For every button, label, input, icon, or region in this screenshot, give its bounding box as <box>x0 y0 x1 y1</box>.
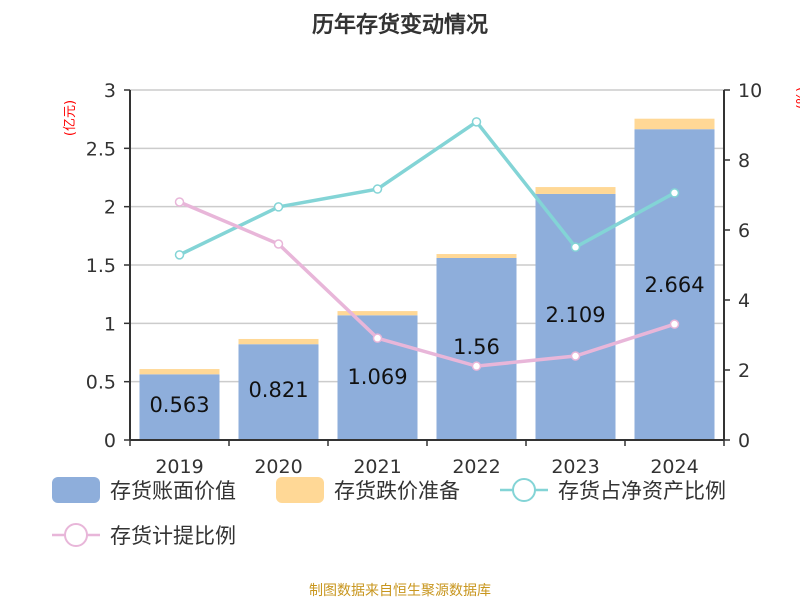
line-point <box>174 197 185 207</box>
line-inventory-to-net-assets <box>178 119 676 257</box>
bar-book-value <box>436 258 517 440</box>
bar-impairment-reserve <box>139 369 220 375</box>
x-tick-label: 2019 <box>155 456 203 478</box>
legend-label: 存货跌价准备 <box>334 479 460 503</box>
right-tick-label: 10 <box>738 80 762 102</box>
bar-data-label: 2.664 <box>644 273 704 297</box>
right-tick-label: 2 <box>738 360 750 382</box>
source-note: 制图数据来自恒生聚源数据库 <box>309 583 491 599</box>
bar-book-value <box>535 193 616 440</box>
bar-impairment-reserve <box>436 254 517 258</box>
legend-swatch <box>52 477 100 503</box>
bar-data-label: 2.109 <box>545 303 605 327</box>
bar-data-label: 1.069 <box>347 365 407 389</box>
line-point <box>471 361 482 371</box>
left-tick-label: 2 <box>104 197 116 219</box>
x-tick-label: 2024 <box>650 456 698 478</box>
bar-data-label: 1.56 <box>453 335 500 359</box>
line-point <box>570 351 581 361</box>
legend-label: 存货占净资产比例 <box>558 479 726 503</box>
bar-impairment-reserve <box>337 311 418 316</box>
bar-data-label: 0.563 <box>149 393 209 417</box>
bar-book-value <box>139 374 220 440</box>
x-tick-label: 2021 <box>353 456 401 478</box>
line-point <box>273 239 284 249</box>
line-point <box>570 242 581 252</box>
right-axis-label: (%) <box>795 87 800 110</box>
line-point <box>471 117 482 127</box>
legend-item[interactable]: 存货计提比例 <box>52 523 236 548</box>
line-point <box>372 184 383 194</box>
chart-title: 历年存货变动情况 <box>312 12 488 38</box>
bar-data-label: 0.821 <box>248 378 308 402</box>
x-tick-label: 2020 <box>254 456 302 478</box>
x-tick-label: 2023 <box>551 456 599 478</box>
left-tick-label: 1.5 <box>86 255 116 277</box>
line-provision-ratio <box>178 200 676 368</box>
right-tick-label: 6 <box>738 220 750 242</box>
line-point <box>669 188 680 198</box>
bar-book-value <box>634 129 715 440</box>
left-tick-label: 1 <box>104 313 116 335</box>
bar-impairment-reserve <box>238 338 319 345</box>
left-tick-label: 2.5 <box>86 138 116 160</box>
x-tick-label: 2022 <box>452 456 500 478</box>
right-tick-label: 8 <box>738 150 750 172</box>
right-tick-label: 4 <box>738 290 750 312</box>
bar-book-value <box>238 344 319 440</box>
legend-label: 存货计提比例 <box>110 524 236 548</box>
legend-swatch <box>276 477 324 503</box>
bar-impairment-reserve <box>535 187 616 194</box>
left-tick-label: 3 <box>104 80 116 102</box>
legend-label: 存货账面价值 <box>110 479 236 503</box>
bar-impairment-reserve <box>634 118 715 130</box>
line-point <box>174 250 185 260</box>
legend-marker <box>64 523 88 547</box>
legend-item[interactable]: 存货跌价准备 <box>276 477 460 503</box>
legend-item[interactable]: 存货占净资产比例 <box>500 478 726 503</box>
line-point <box>273 202 284 212</box>
right-tick-label: 0 <box>738 430 750 452</box>
line-point <box>669 319 680 329</box>
left-axis-label: (亿元) <box>63 100 78 136</box>
line-point <box>372 333 383 343</box>
legend-item[interactable]: 存货账面价值 <box>52 477 236 503</box>
left-tick-label: 0.5 <box>86 372 116 394</box>
left-tick-label: 0 <box>104 430 116 452</box>
legend-marker <box>512 478 536 502</box>
